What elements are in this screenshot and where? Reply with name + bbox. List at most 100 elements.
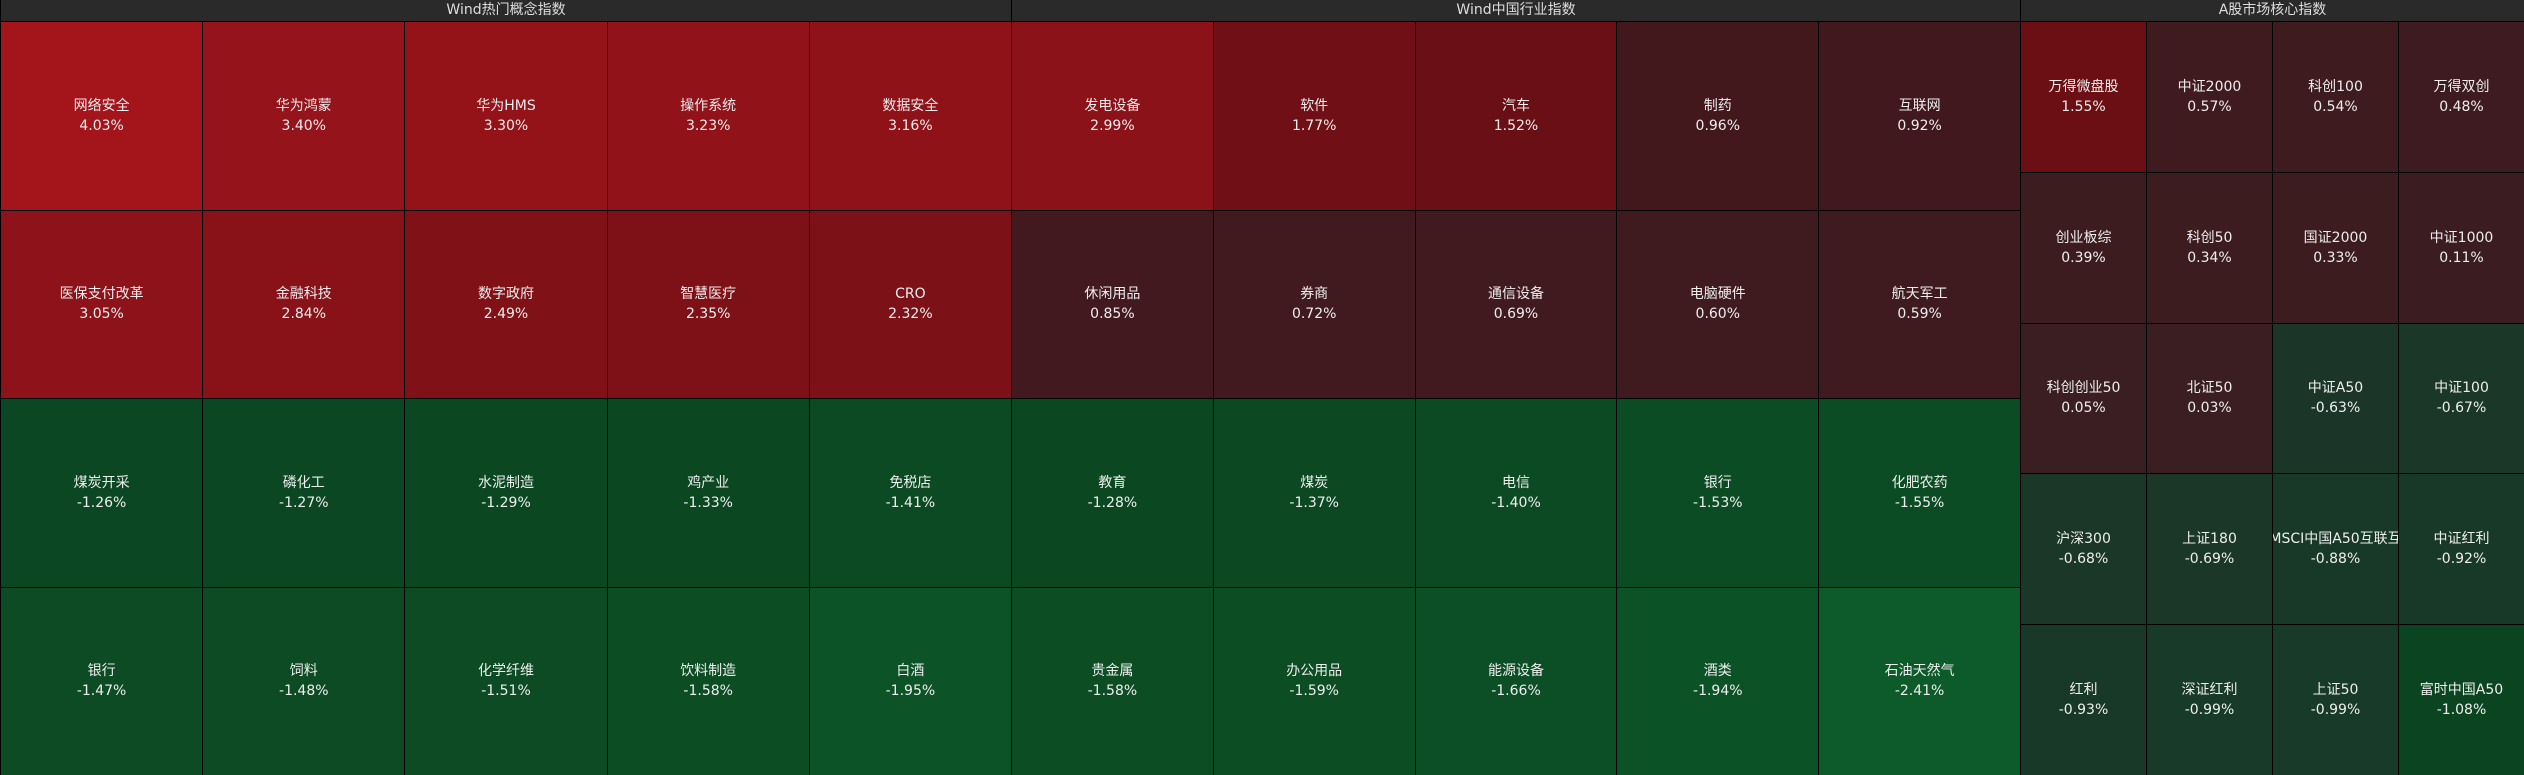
index-cell[interactable]: 数字政府 2.49% [405,210,607,398]
index-cell[interactable]: 网络安全 4.03% [1,22,203,210]
index-cell[interactable]: 华为HMS 3.30% [405,22,607,210]
index-name: 汽车 [1501,97,1530,114]
index-cell[interactable]: 免税店 -1.41% [809,399,1011,587]
index-change: -1.53% [1693,494,1743,511]
index-cell[interactable]: CRO 2.32% [809,210,1011,398]
index-change: -0.68% [2058,551,2109,568]
index-cell[interactable]: 富时中国A50 -1.08% [2399,625,2524,775]
index-cell[interactable]: 软件 1.77% [1213,22,1415,210]
index-change: 0.54% [2313,98,2358,115]
index-cell[interactable]: 电脑硬件 0.60% [1617,210,1819,398]
index-change: 3.40% [281,117,327,134]
index-cell[interactable]: 能源设备 -1.66% [1415,587,1617,775]
index-cell[interactable]: 石油天然气 -2.41% [1819,587,2020,775]
index-cell[interactable]: 煤炭开采 -1.26% [1,399,203,587]
index-name: 智慧医疗 [680,286,737,303]
index-cell[interactable]: 水泥制造 -1.29% [405,399,607,587]
index-cell[interactable]: 饲料 -1.48% [203,587,405,775]
index-name: 化学纤维 [477,663,534,680]
index-change: -1.51% [481,683,531,700]
index-name: 饮料制造 [680,663,737,680]
index-cell[interactable]: 红利 -0.93% [2021,625,2146,775]
index-cell[interactable]: 上证180 -0.69% [2147,474,2272,625]
index-change: 3.16% [888,117,933,134]
index-cell[interactable]: 北证50 0.03% [2147,323,2272,474]
index-cell[interactable]: 互联网 0.92% [1819,22,2020,210]
index-cell[interactable]: 数据安全 3.16% [809,22,1011,210]
index-cell[interactable]: 休闲用品 0.85% [1012,210,1213,398]
index-cell[interactable]: 通信设备 0.69% [1415,210,1617,398]
index-cell[interactable]: MSCI中国A50互联互 -0.88% [2273,474,2398,625]
index-cell[interactable]: 深证红利 -0.99% [2147,625,2272,775]
index-cell[interactable]: 酒类 -1.94% [1617,587,1819,775]
index-change: 0.05% [2061,400,2106,417]
panel-title: Wind中国行业指数 [1012,0,2020,22]
index-cell[interactable]: 银行 -1.53% [1617,399,1819,587]
index-name: 科创创业50 [2046,380,2121,397]
index-name: 中证红利 [2433,531,2490,548]
index-name: 中证1000 [2429,229,2494,246]
index-cell[interactable]: 创业板综 0.39% [2021,172,2146,323]
index-name: 水泥制造 [477,474,534,491]
index-cell[interactable]: 汽车 1.52% [1415,22,1617,210]
index-name: 医保支付改革 [59,286,144,303]
index-name: CRO [895,286,926,303]
index-name: 万得微盘股 [2048,78,2119,95]
index-name: 电脑硬件 [1689,286,1746,303]
index-cell[interactable]: 鸡产业 -1.33% [607,399,809,587]
index-name: 休闲用品 [1084,286,1141,303]
index-change: 0.03% [2187,400,2232,417]
index-name: 煤炭开采 [73,474,130,491]
cell-grid: 万得微盘股 1.55% 中证2000 0.57% 科创100 0.54% 万得双创 0.48%… [2021,22,2524,775]
index-name: 磷化工 [282,474,325,491]
index-cell[interactable]: 制药 0.96% [1617,22,1819,210]
index-cell[interactable]: 教育 -1.28% [1012,399,1213,587]
index-name: 数字政府 [477,286,534,303]
index-cell[interactable]: 饮料制造 -1.58% [607,587,809,775]
index-change: -0.67% [2436,400,2487,417]
index-name: 金融科技 [275,286,332,303]
index-name: 白酒 [896,663,925,680]
index-cell[interactable]: 上证50 -0.99% [2273,625,2398,775]
index-cell[interactable]: 煤炭 -1.37% [1213,399,1415,587]
index-cell[interactable]: 发电设备 2.99% [1012,22,1213,210]
index-cell[interactable]: 医保支付改革 3.05% [1,210,203,398]
index-cell[interactable]: 券商 0.72% [1213,210,1415,398]
index-name: 能源设备 [1487,663,1544,680]
index-cell[interactable]: 操作系统 3.23% [607,22,809,210]
index-cell[interactable]: 智慧医疗 2.35% [607,210,809,398]
index-cell[interactable]: 沪深300 -0.68% [2021,474,2146,625]
index-cell[interactable]: 电信 -1.40% [1415,399,1617,587]
index-cell[interactable]: 金融科技 2.84% [203,210,405,398]
index-change: 0.85% [1090,306,1135,323]
index-cell[interactable]: 白酒 -1.95% [809,587,1011,775]
index-cell[interactable]: 中证A50 -0.63% [2273,323,2398,474]
index-cell[interactable]: 中证红利 -0.92% [2399,474,2524,625]
index-cell[interactable]: 磷化工 -1.27% [203,399,405,587]
index-cell[interactable]: 国证2000 0.33% [2273,172,2398,323]
index-cell[interactable]: 航天军工 0.59% [1819,210,2020,398]
index-cell[interactable]: 中证2000 0.57% [2147,22,2272,172]
index-cell[interactable]: 科创创业50 0.05% [2021,323,2146,474]
index-change: -0.93% [2058,702,2109,719]
index-cell[interactable]: 银行 -1.47% [1,587,203,775]
index-cell[interactable]: 化肥农药 -1.55% [1819,399,2020,587]
index-cell[interactable]: 贵金属 -1.58% [1012,587,1213,775]
index-cell[interactable]: 万得微盘股 1.55% [2021,22,2146,172]
index-cell[interactable]: 华为鸿蒙 3.40% [203,22,405,210]
index-change: 0.34% [2187,249,2232,266]
index-cell[interactable]: 中证100 -0.67% [2399,323,2524,474]
index-cell[interactable]: 万得双创 0.48% [2399,22,2524,172]
index-cell[interactable]: 中证1000 0.11% [2399,172,2524,323]
panel-title: Wind热门概念指数 [1,0,1011,22]
index-change: 2.49% [483,306,529,323]
index-name: 饲料 [289,663,318,680]
index-change: 0.72% [1291,306,1337,323]
index-change: -1.59% [1289,683,1339,700]
index-name: 北证50 [2186,380,2233,397]
index-cell[interactable]: 办公用品 -1.59% [1213,587,1415,775]
index-change: -1.94% [1693,683,1743,700]
index-cell[interactable]: 化学纤维 -1.51% [405,587,607,775]
index-cell[interactable]: 科创100 0.54% [2273,22,2398,172]
index-cell[interactable]: 科创50 0.34% [2147,172,2272,323]
